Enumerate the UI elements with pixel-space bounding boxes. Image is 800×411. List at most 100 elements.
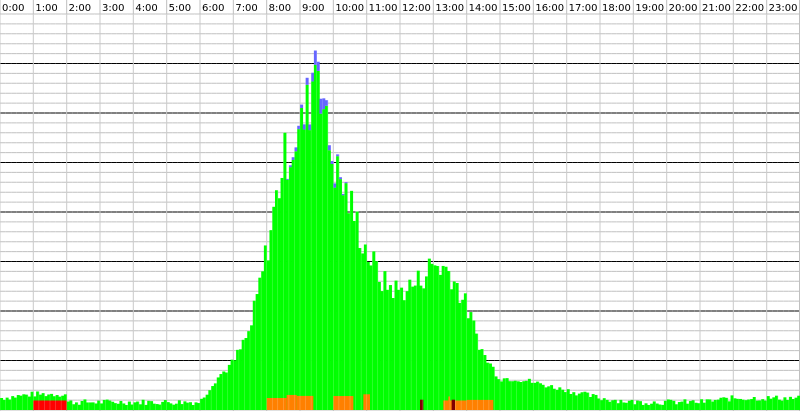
bar-green [441,265,445,410]
bar-green [780,400,784,410]
bar-green [252,300,256,410]
bar-green [186,402,190,410]
bar-green [508,381,512,410]
bar-green [444,266,448,410]
bar-green [786,399,790,410]
bar-green [752,397,756,410]
bar-green [413,285,417,410]
bar-orange [363,394,370,410]
bar-green [191,404,195,410]
bar-green [683,399,687,410]
hour-label-1000: 10:00 [335,3,364,14]
bar-green [613,399,617,410]
bar-green [716,399,720,410]
bar-green [700,399,704,410]
hour-label-1600: 16:00 [535,3,564,14]
bar-green [361,253,365,410]
bar-green [502,378,506,410]
bar-green [72,404,76,410]
bar-green [572,392,576,410]
hour-label-600: 6:00 [202,3,224,14]
bar-green [69,400,73,410]
bar-green [322,109,326,410]
bar-green [680,401,684,410]
bar-blue [338,177,342,180]
bar-green [591,394,595,410]
bar-green [622,402,626,410]
bar-green [155,404,159,410]
bar-green [691,400,695,410]
bar-orange [466,399,494,410]
bar-blue [297,125,301,130]
bar-green [291,159,295,410]
bar-green [483,355,487,410]
bar-green [250,325,254,410]
bar-green [450,289,454,410]
bar-green [261,271,265,410]
bar-green [297,129,301,410]
bar-green [366,261,370,410]
bar-blue [286,178,290,180]
bar-green [761,399,765,410]
bar-green [688,401,692,410]
bar-blue [333,183,337,188]
bar-green [797,395,800,410]
bar-green [272,206,276,410]
bar-green [355,211,359,410]
bar-green [138,404,142,410]
bar-green [772,397,776,410]
bar-green [388,285,392,410]
bar-green [763,400,767,410]
bar-green [566,389,570,410]
bar-green [755,400,759,410]
bar-green [363,244,367,410]
bar-green [197,403,201,410]
hour-label-300: 3:00 [102,3,124,14]
bar-green [794,397,798,410]
bar-green [588,396,592,410]
bar-green [66,401,70,410]
bar-green [169,403,173,410]
bar-green [541,384,545,410]
bar-green [536,381,540,410]
bar-green [213,383,217,410]
bar-green [344,183,348,410]
bar-green [775,395,779,410]
bar-green [694,402,698,410]
bar-green [619,399,623,410]
bar-green [263,245,267,410]
bar-green [202,397,206,410]
bar-green [347,213,351,410]
bar-green [725,397,729,410]
bar-green [102,399,106,410]
bar-green [672,400,676,410]
bar-green [472,320,476,410]
bar-green [469,312,473,410]
bar-green [75,402,79,410]
bar-green [563,392,567,410]
bar-green [575,395,579,410]
bar-orange [286,394,297,410]
bar-green [466,318,470,410]
bar-blue [308,124,312,131]
bar-green [791,398,795,410]
bar-blue [319,98,323,114]
bar-green [383,271,387,410]
bar-green [405,291,409,410]
bar-blue [325,100,329,106]
bar-green [0,398,4,410]
bar-green [402,300,406,410]
bar-green [394,280,398,410]
bar-green [655,403,659,410]
bar-green [705,399,709,410]
bar-darkred [451,399,455,410]
bar-darkred [420,399,424,410]
bar-green [330,163,334,410]
bar-green [266,260,270,410]
bar-orange [448,396,450,410]
bar-green [294,151,298,410]
bar-green [319,113,323,411]
bar-green [122,403,126,410]
